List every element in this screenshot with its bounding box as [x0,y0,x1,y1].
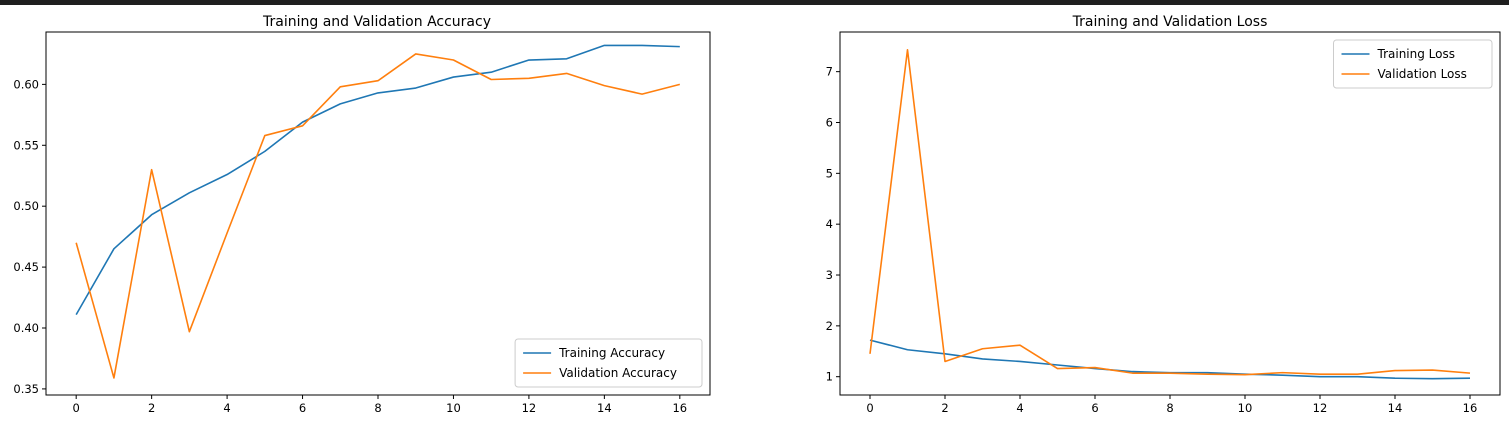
y-tick-label: 0.45 [13,260,39,274]
series-lines [869,48,1471,380]
legend: Training Loss Validation Loss [1333,39,1493,89]
x-tick-label: 2 [148,401,155,415]
x-tick-label: 12 [1313,401,1328,415]
y-axis: 1 2 3 4 5 6 7 [826,65,840,384]
legend-label: Training Loss [1377,47,1455,61]
x-tick-label: 0 [73,401,80,415]
x-tick-label: 16 [672,401,687,415]
x-tick-label: 10 [1238,401,1253,415]
y-tick-label: 2 [826,319,833,333]
y-tick-label: 3 [826,268,833,282]
x-tick-label: 6 [299,401,306,415]
x-tick-label: 4 [1016,401,1023,415]
series-line-validation-loss [869,48,1471,376]
chart-title: Training and Validation Accuracy [262,14,491,30]
y-tick-label: 0.60 [13,77,39,91]
y-tick-label: 1 [826,370,833,384]
series-lines [75,44,681,379]
series-line-training-accuracy [75,44,680,315]
y-tick-label: 4 [826,217,833,231]
legend-label: Validation Loss [1378,67,1467,81]
x-tick-label: 0 [866,401,873,415]
x-tick-label: 16 [1463,401,1478,415]
legend-label: Training Accuracy [558,346,665,360]
accuracy-chart: Training and Validation Accuracy 0 2 4 6 8 10… [13,14,711,415]
y-tick-label: 7 [826,65,833,79]
y-tick-label: 6 [826,115,833,129]
x-axis: 0 2 4 6 8 10 12 14 16 [73,395,687,415]
x-tick-label: 8 [374,401,381,415]
legend-box [514,338,703,388]
x-tick-label: 6 [1091,401,1098,415]
x-tick-label: 14 [597,401,612,415]
series-line-validation-accuracy [75,53,681,379]
x-axis: 0 2 4 6 8 10 12 14 16 [866,395,1477,415]
y-tick-label: 0.40 [13,321,39,335]
x-tick-label: 10 [446,401,461,415]
x-tick-label: 14 [1388,401,1403,415]
y-axis: 0.35 0.40 0.45 0.50 0.55 0.60 [13,77,46,396]
y-tick-label: 0.50 [13,199,39,213]
legend: Training Accuracy Validation Accuracy [514,338,703,388]
x-tick-label: 4 [223,401,230,415]
loss-chart: Training and Validation Loss 0 2 4 6 8 10 12 14… [826,14,1501,415]
x-tick-label: 8 [1166,401,1173,415]
x-tick-label: 12 [522,401,537,415]
y-tick-label: 0.35 [13,382,39,396]
y-tick-label: 5 [826,166,833,180]
x-tick-label: 2 [941,401,948,415]
chart-title: Training and Validation Loss [1072,14,1268,30]
top-bar [0,0,1509,5]
legend-label: Validation Accuracy [559,366,677,380]
y-tick-label: 0.55 [13,138,39,152]
legend-box [1333,39,1493,89]
